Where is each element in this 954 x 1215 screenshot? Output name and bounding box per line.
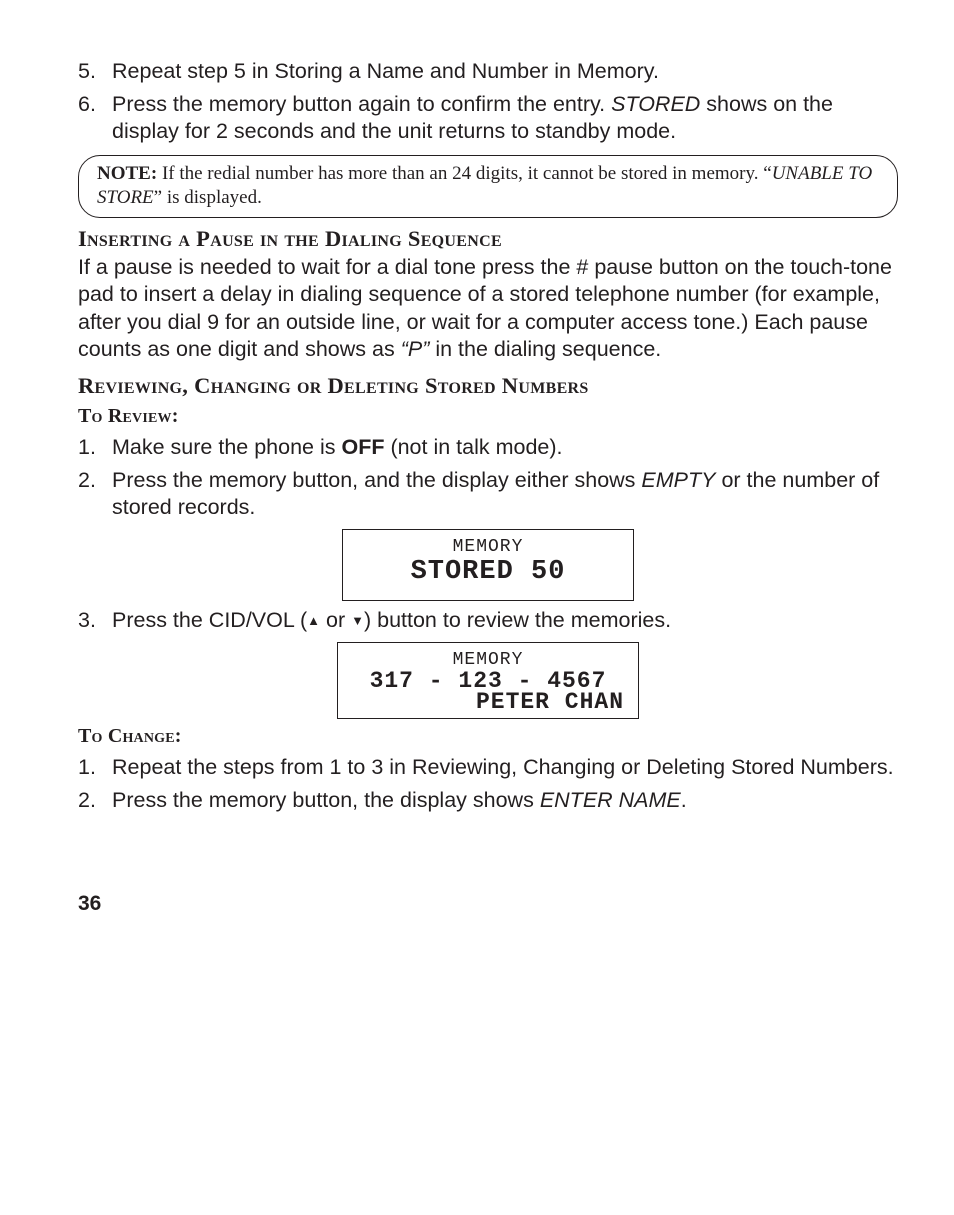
list-text: Press the memory button, the display sho…: [112, 787, 898, 814]
list-item: 1. Repeat the steps from 1 to 3 in Revie…: [78, 754, 898, 781]
subheading-to-change: To Change:: [78, 725, 898, 748]
note-text: ” is displayed.: [154, 187, 262, 208]
text: ) button to review the memories.: [364, 608, 671, 632]
list-text: Make sure the phone is OFF (not in talk …: [112, 434, 898, 461]
text: Press the memory button, the display sho…: [112, 788, 540, 812]
list-text: Repeat the steps from 1 to 3 in Reviewin…: [112, 754, 898, 781]
heading-pause: Inserting a Pause in the Dialing Sequenc…: [78, 226, 898, 252]
text: Repeat step 5 in Storing a Name and Numb…: [112, 59, 659, 83]
text: Make sure the phone is: [112, 435, 341, 459]
text-italic: “P”: [401, 337, 430, 361]
list-number: 5.: [78, 58, 112, 85]
paragraph-pause: If a pause is needed to wait for a dial …: [78, 254, 898, 363]
list-number: 1.: [78, 434, 112, 461]
list-item: 2. Press the memory button, and the disp…: [78, 467, 898, 521]
lcd-line: MEMORY: [343, 538, 633, 558]
list-item: 6. Press the memory button again to conf…: [78, 91, 898, 145]
list-item: 3. Press the CID/VOL (▲ or ▼) button to …: [78, 607, 898, 634]
lcd-display-2: MEMORY 317 - 123 - 4567 PETER CHAN: [337, 642, 639, 719]
text: in the dialing sequence.: [429, 337, 661, 361]
page-number: 36: [78, 892, 898, 916]
list-text: Press the CID/VOL (▲ or ▼) button to rev…: [112, 607, 898, 634]
lcd-display-1: MEMORY STORED 50: [342, 529, 634, 601]
list-number: 3.: [78, 607, 112, 634]
lcd-line: PETER CHAN: [338, 692, 638, 714]
text: .: [681, 788, 687, 812]
list-item: 2. Press the memory button, the display …: [78, 787, 898, 814]
note-text: If the redial number has more than an 24…: [157, 163, 772, 184]
list-number: 2.: [78, 467, 112, 521]
list-text: Press the memory button again to confirm…: [112, 91, 898, 145]
list-text: Repeat step 5 in Storing a Name and Numb…: [112, 58, 898, 85]
text-italic: STORED: [611, 92, 700, 116]
text: Press the CID/VOL (: [112, 608, 307, 632]
triangle-down-icon: ▼: [351, 613, 364, 629]
list-number: 2.: [78, 787, 112, 814]
list-text: Press the memory button, and the display…: [112, 467, 898, 521]
subheading-to-review: To Review:: [78, 405, 898, 428]
text: Press the memory button again to confirm…: [112, 92, 611, 116]
list-number: 1.: [78, 754, 112, 781]
text-italic: ENTER NAME: [540, 788, 681, 812]
text: Press the memory button, and the display…: [112, 468, 641, 492]
note-box: NOTE: If the redial number has more than…: [78, 155, 898, 218]
lcd-line: STORED 50: [343, 558, 633, 586]
note-label: NOTE:: [97, 163, 157, 184]
text: (not in talk mode).: [384, 435, 562, 459]
text: or: [320, 608, 351, 632]
list-item: 5. Repeat step 5 in Storing a Name and N…: [78, 58, 898, 85]
text-italic: EMPTY: [641, 468, 715, 492]
text-bold: OFF: [341, 435, 384, 459]
heading-review: Reviewing, Changing or Deleting Stored N…: [78, 373, 898, 399]
triangle-up-icon: ▲: [307, 613, 320, 629]
list-number: 6.: [78, 91, 112, 145]
list-item: 1. Make sure the phone is OFF (not in ta…: [78, 434, 898, 461]
